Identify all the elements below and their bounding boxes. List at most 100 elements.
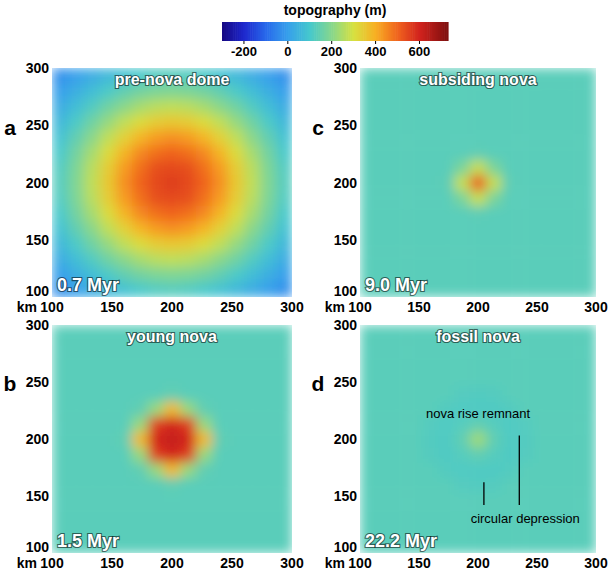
cell xyxy=(486,129,502,145)
cell xyxy=(580,355,596,371)
cell xyxy=(196,251,213,267)
cell xyxy=(100,251,117,267)
cell xyxy=(116,371,133,387)
cell xyxy=(132,492,149,508)
cell xyxy=(196,401,213,417)
cell xyxy=(580,68,596,84)
cell xyxy=(423,447,439,463)
cell xyxy=(244,355,261,371)
cell xyxy=(84,205,101,221)
cell xyxy=(116,416,133,432)
cell xyxy=(391,507,407,523)
cell xyxy=(533,538,549,553)
cell xyxy=(180,371,197,387)
cell xyxy=(565,401,581,417)
cell xyxy=(517,371,533,387)
cell xyxy=(68,68,85,84)
cell xyxy=(407,114,423,130)
cell xyxy=(549,205,565,221)
y-tick-label: 250 xyxy=(26,374,50,390)
cell xyxy=(180,266,197,282)
cell xyxy=(376,129,392,145)
cell xyxy=(116,175,133,191)
cell xyxy=(517,236,533,252)
plot-area xyxy=(360,325,596,553)
cell xyxy=(164,492,181,508)
cell xyxy=(68,355,85,371)
cell xyxy=(228,144,245,160)
y-tick-label: 200 xyxy=(334,175,358,191)
cell xyxy=(244,129,261,145)
cell xyxy=(580,325,596,341)
cell xyxy=(228,266,245,282)
cell xyxy=(68,190,85,206)
plot-area xyxy=(52,325,292,553)
colorbar xyxy=(222,22,449,41)
cell xyxy=(407,325,423,341)
colorbar-tick-label: 600 xyxy=(409,44,431,59)
cell xyxy=(180,221,197,237)
cell xyxy=(454,114,470,130)
cell xyxy=(84,83,101,99)
cell xyxy=(407,251,423,267)
cell xyxy=(148,175,165,191)
cell xyxy=(276,221,292,237)
cell xyxy=(132,236,149,252)
cell xyxy=(376,507,392,523)
heatmap xyxy=(52,68,292,297)
cell xyxy=(391,221,407,237)
cell xyxy=(486,99,502,115)
cell xyxy=(164,477,181,493)
cell xyxy=(196,507,213,523)
cell xyxy=(533,492,549,508)
cell xyxy=(391,431,407,447)
cell xyxy=(228,416,245,432)
cell xyxy=(196,190,213,206)
cell xyxy=(148,538,165,553)
cell xyxy=(533,462,549,478)
cell xyxy=(517,205,533,221)
cell xyxy=(260,538,277,553)
cell xyxy=(276,129,292,145)
cell xyxy=(470,251,486,267)
time-label: 1.5 Myr xyxy=(57,531,119,551)
cell xyxy=(486,205,502,221)
cell xyxy=(212,190,229,206)
cell xyxy=(244,251,261,267)
cell xyxy=(260,99,277,115)
cell xyxy=(502,160,518,176)
cell xyxy=(454,447,470,463)
cell xyxy=(100,221,117,237)
cell xyxy=(439,205,455,221)
cell xyxy=(439,251,455,267)
cell xyxy=(100,355,117,371)
cell xyxy=(244,523,261,539)
cell xyxy=(549,236,565,252)
cell xyxy=(376,340,392,356)
cell xyxy=(132,477,149,493)
cell xyxy=(549,416,565,432)
cell xyxy=(68,386,85,402)
cell xyxy=(391,386,407,402)
cell xyxy=(549,129,565,145)
cell xyxy=(502,282,518,297)
cell xyxy=(549,282,565,297)
cell xyxy=(68,325,85,341)
cell xyxy=(100,205,117,221)
cell xyxy=(580,129,596,145)
cell xyxy=(486,282,502,297)
cell xyxy=(407,447,423,463)
cell xyxy=(360,447,376,463)
cell xyxy=(228,83,245,99)
cell xyxy=(84,129,101,145)
cell xyxy=(549,68,565,84)
cell xyxy=(517,129,533,145)
cell xyxy=(228,236,245,252)
cell xyxy=(391,83,407,99)
cell xyxy=(260,371,277,387)
cell xyxy=(100,340,117,356)
cell xyxy=(132,386,149,402)
cell xyxy=(391,68,407,84)
cell xyxy=(84,236,101,252)
cell xyxy=(391,129,407,145)
